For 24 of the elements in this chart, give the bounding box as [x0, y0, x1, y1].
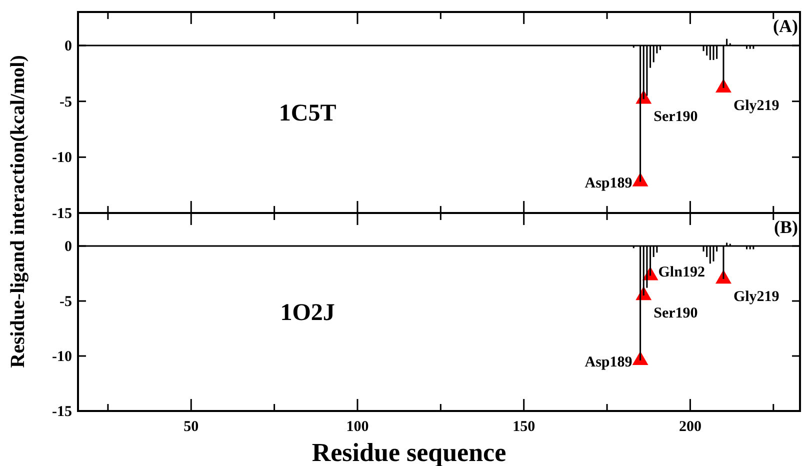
x-tick-label: 50	[184, 419, 199, 435]
annotation: 1C5T	[278, 100, 336, 126]
y-tick-label: -15	[52, 206, 72, 222]
y-tick-label: 0	[64, 239, 72, 255]
annotation: Gly219	[733, 289, 780, 305]
x-tick-label: 200	[678, 419, 702, 435]
annotation: Ser190	[654, 109, 698, 126]
annotation: Asp189	[584, 176, 632, 192]
x-tick-label: 150	[512, 419, 536, 435]
y-tick-label: -15	[52, 404, 72, 420]
annotation: Ser190	[654, 306, 698, 322]
annotation: 1O2J	[280, 300, 335, 326]
annotation: (A)	[773, 16, 798, 36]
annotation: Gly219	[733, 98, 780, 114]
annotation: Asp189	[584, 354, 632, 370]
y-tick-label: -10	[52, 150, 72, 166]
y-tick-label: -5	[60, 294, 72, 310]
y-tick-label: -10	[52, 349, 72, 365]
annotation: Gln192	[658, 264, 705, 281]
y-tick-label: 0	[64, 38, 72, 54]
x-tick-label: 100	[346, 419, 369, 435]
y-tick-label: -5	[60, 94, 72, 110]
annotation: (B)	[774, 217, 798, 237]
y-axis-title: Residue-ligand interaction(kcal/mol)	[7, 55, 29, 368]
